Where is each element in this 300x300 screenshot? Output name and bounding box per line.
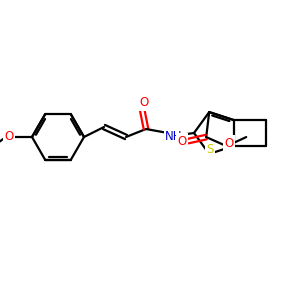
- Text: NH: NH: [165, 130, 183, 143]
- Text: O: O: [4, 130, 14, 143]
- Text: O: O: [225, 136, 234, 150]
- Text: O: O: [140, 97, 148, 110]
- Text: O: O: [178, 135, 187, 148]
- Text: S: S: [206, 143, 214, 156]
